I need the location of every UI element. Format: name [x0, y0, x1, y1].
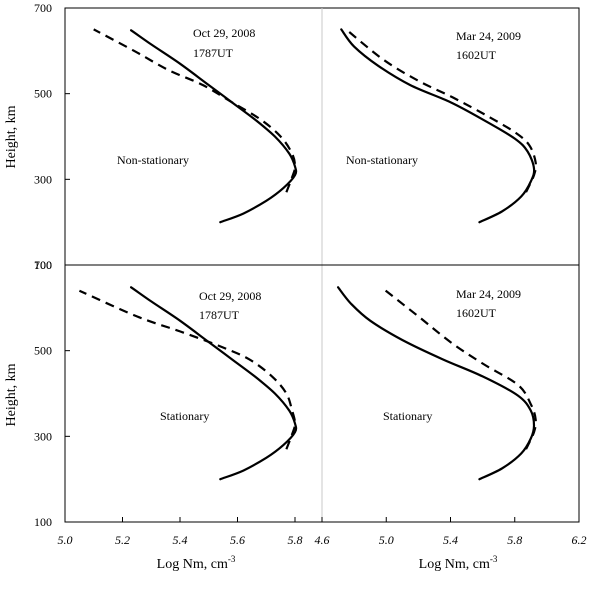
y-tick-label: 500: [34, 344, 52, 358]
annotation-mode-br: Stationary: [383, 409, 432, 423]
y-axis-label-top: Height, km: [4, 105, 19, 168]
y-tick-label: 700: [34, 1, 52, 15]
x-tick-label-left: 5.2: [115, 533, 130, 547]
annotation-time-tr: 1602UT: [456, 48, 497, 62]
y-tick-label: 100: [34, 258, 52, 272]
annotation-date-bl: Oct 29, 2008: [199, 289, 261, 303]
annotation-time-bl: 1787UT: [199, 308, 240, 322]
x-axis-label-right: Log Nm, cm-3: [419, 554, 498, 572]
series-solid-top-left: [130, 29, 298, 224]
series-dashed-bottom-left: [78, 289, 297, 450]
x-axis-label-left: Log Nm, cm-3: [157, 554, 236, 572]
annotation-date-tl: Oct 29, 2008: [193, 26, 255, 40]
x-tick-label-right: 4.6: [315, 533, 330, 547]
y-tick-label: 100: [34, 515, 52, 529]
annotation-time-br: 1602UT: [456, 306, 497, 320]
annotation-date-tr: Mar 24, 2009: [456, 29, 521, 43]
x-tick-label-right: 5.4: [443, 533, 458, 547]
x-tick-label-left: 5.0: [58, 533, 73, 547]
x-tick-label-right: 5.8: [507, 533, 522, 547]
x-tick-label-left: 5.8: [288, 533, 303, 547]
series-solid-bottom-right: [337, 286, 536, 481]
annotation-mode-tr: Non-stationary: [346, 153, 418, 167]
annotation-time-tl: 1787UT: [193, 46, 234, 60]
curves-layer: [78, 28, 538, 481]
y-tick-label: 700: [34, 258, 52, 272]
annotation-date-br: Mar 24, 2009: [456, 287, 521, 301]
x-tick-label-left: 5.6: [230, 533, 245, 547]
series-dashed-top-right: [345, 28, 538, 193]
x-tick-label-right: 5.0: [379, 533, 394, 547]
x-tick-label-right: 6.2: [572, 533, 587, 547]
annotation-mode-bl: Stationary: [160, 409, 209, 423]
annotation-mode-tl: Non-stationary: [117, 153, 189, 167]
y-tick-label: 500: [34, 87, 52, 101]
series-dashed-bottom-right: [382, 287, 537, 450]
series-solid-bottom-left: [130, 286, 298, 481]
y-axis-label-bottom: Height, km: [4, 363, 19, 426]
y-tick-label: 300: [34, 429, 52, 443]
series-dashed-top-left: [93, 28, 297, 193]
y-tick-label: 300: [34, 172, 52, 186]
x-tick-label-left: 5.4: [173, 533, 188, 547]
series-solid-top-right: [340, 28, 536, 224]
